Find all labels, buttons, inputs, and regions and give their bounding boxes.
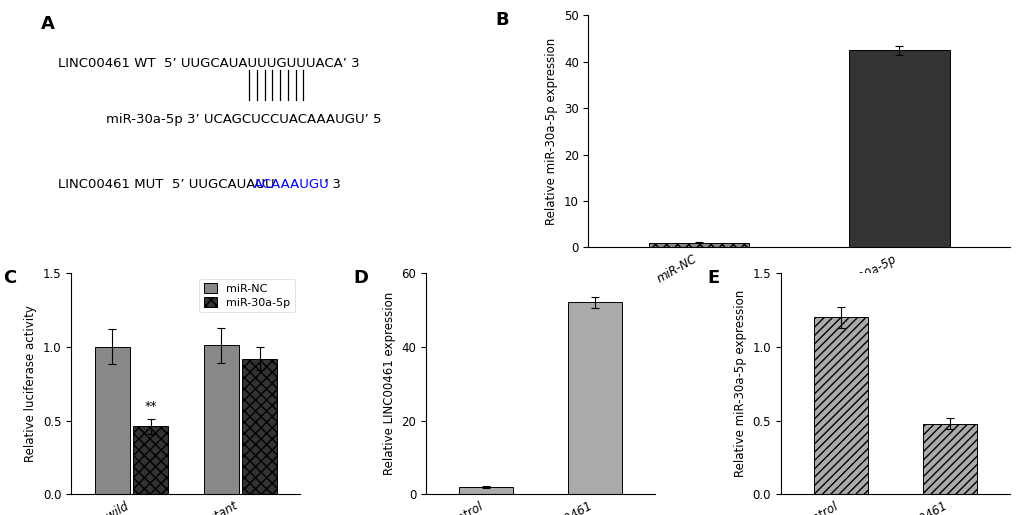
Text: B: B [495, 11, 508, 29]
Y-axis label: Relative luciferase activity: Relative luciferase activity [24, 305, 38, 462]
Bar [648, 243, 748, 247]
Bar [132, 426, 168, 494]
Text: D: D [353, 268, 368, 286]
Text: A: A [41, 15, 55, 33]
Bar [849, 50, 949, 247]
Bar [568, 302, 622, 494]
Bar [922, 423, 976, 494]
Bar [95, 347, 129, 494]
Text: LINC00461 MUT  5’ UUGCAUAUU: LINC00461 MUT 5’ UUGCAUAUU [58, 178, 274, 191]
Text: **: ** [144, 400, 157, 413]
Text: miR-30a-5p 3’ UCAGCUCCUACAAAUGU’ 5: miR-30a-5p 3’ UCAGCUCCUACAAAUGU’ 5 [106, 113, 381, 126]
Bar [813, 317, 867, 494]
Y-axis label: Relative miR-30a-5p expression: Relative miR-30a-5p expression [734, 290, 746, 477]
Bar [242, 358, 277, 494]
Bar [459, 487, 513, 494]
Text: E: E [707, 268, 719, 286]
Text: LINC00461 WT  5’ UUGCAUAUUUGUUUACA’ 3: LINC00461 WT 5’ UUGCAUAUUUGUUUACA’ 3 [58, 57, 359, 70]
Text: C: C [3, 268, 16, 286]
Y-axis label: Relative miR-30a-5p expression: Relative miR-30a-5p expression [545, 38, 557, 225]
Text: ACAAAUGU: ACAAAUGU [254, 178, 329, 191]
Bar [204, 345, 238, 494]
Y-axis label: Relative LINC00461 expression: Relative LINC00461 expression [382, 292, 395, 475]
Legend: miR-NC, miR-30a-5p: miR-NC, miR-30a-5p [200, 279, 294, 312]
Text: ’ 3: ’ 3 [324, 178, 340, 191]
